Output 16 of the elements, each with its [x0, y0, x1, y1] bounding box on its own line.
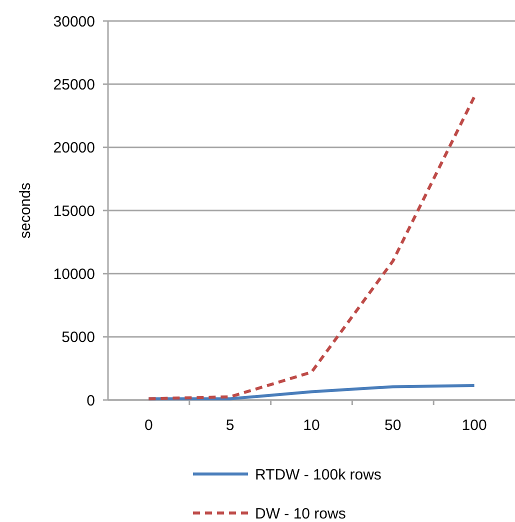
- y-tick-label: 5000: [62, 329, 95, 346]
- legend-label: RTDW - 100k rows: [255, 466, 382, 484]
- y-tick-label: 30000: [53, 13, 95, 30]
- y-tick-label: 15000: [53, 202, 95, 220]
- x-tick-label: 100: [462, 417, 487, 434]
- y-tick-label: 10000: [53, 266, 95, 283]
- y-tick-label: 20000: [53, 140, 95, 157]
- y-axis-title: seconds: [17, 182, 34, 238]
- y-tick-label: 0: [86, 392, 95, 410]
- x-tick-label: 50: [384, 417, 402, 434]
- x-tick-label: 0: [144, 417, 153, 434]
- legend-label: DW - 10 rows: [255, 505, 346, 522]
- line-series: [147, 95, 476, 400]
- x-tick-label: 10: [303, 417, 320, 434]
- y-tick-label: 25000: [53, 76, 95, 94]
- x-tick-label: 5: [226, 417, 234, 434]
